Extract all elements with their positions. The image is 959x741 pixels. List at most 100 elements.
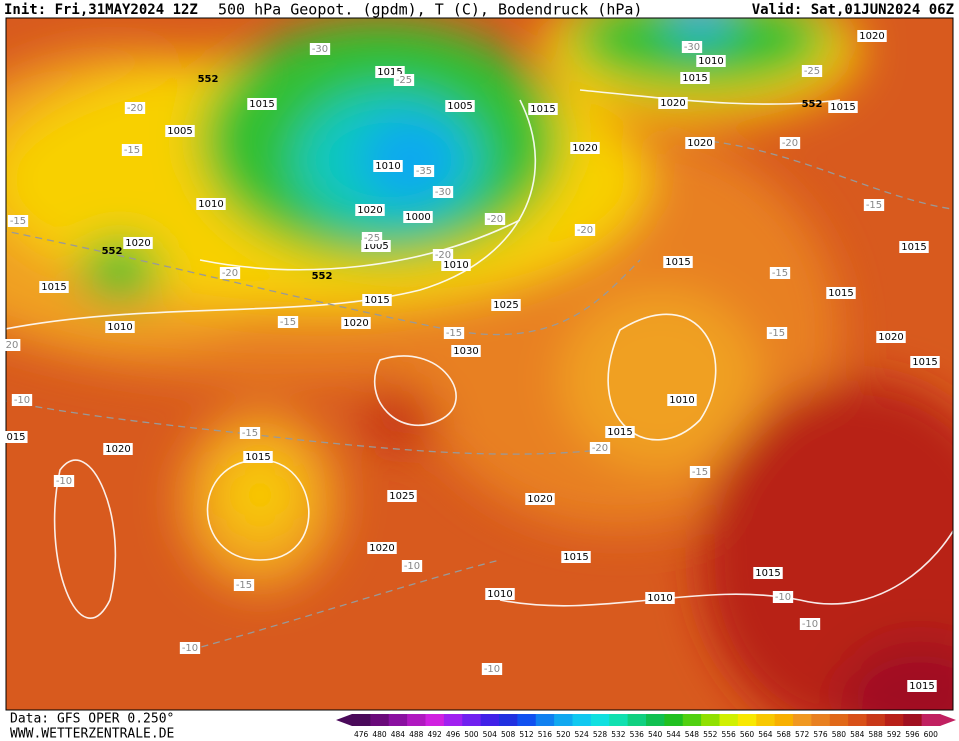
scale-label: 488 (409, 730, 424, 739)
temperature-label: -10 (14, 395, 30, 406)
temperature-label-box (769, 267, 791, 279)
temperature-label-box (574, 224, 596, 236)
isobar-label-box (561, 551, 591, 563)
isobar-label: 1015 (901, 242, 926, 253)
isobar-label: 1020 (125, 238, 150, 249)
isobar-label: 1015 (912, 357, 937, 368)
isobar-label: 1025 (389, 491, 414, 502)
data-source: Data: GFS OPER 0.250° (10, 712, 174, 727)
scale-label: 600 (924, 730, 939, 739)
isobar-label: 1020 (572, 143, 597, 154)
valid-time: Valid: Sat,01JUN2024 06Z (752, 2, 954, 18)
isobar-label-box (165, 125, 195, 137)
isobar-label: 1020 (878, 332, 903, 343)
color-scale: 476 480 484 488 492 496 500 504 508 512 516 520 524 5… (336, 714, 956, 739)
isobar-label-box (680, 72, 710, 84)
temperature-label: -15 (242, 428, 258, 439)
scale-label: 564 (758, 730, 773, 739)
isobar-label: 1020 (343, 318, 368, 329)
map-title: 500 hPa Geopot. (gpdm), T (C), Bodendruc… (218, 1, 642, 19)
isobar-label: 1010 (375, 161, 400, 172)
scale-swatch (829, 714, 849, 726)
scale-label: 576 (813, 730, 828, 739)
isobar-label-box (570, 142, 600, 154)
scale-swatch (352, 714, 371, 726)
scale-swatch (425, 714, 445, 726)
geopotential-label: 552 (198, 74, 219, 85)
scale-arrow-left (336, 714, 352, 726)
temperature-label-box (799, 618, 821, 630)
temperature-label-box (309, 43, 331, 55)
scale-label: 552 (703, 730, 718, 739)
isobar-label-box (387, 490, 417, 502)
isobar-label: 1020 (687, 138, 712, 149)
isobar-label: 1020 (527, 494, 552, 505)
scale-label: 540 (648, 730, 663, 739)
scale-swatch (848, 714, 867, 726)
isobar-label-box (753, 567, 783, 579)
isobar-label-box (373, 160, 403, 172)
scale-swatch (682, 714, 702, 726)
isobar-label-box (525, 493, 555, 505)
isobar-label-box (685, 137, 715, 149)
isobar-label-box (645, 592, 675, 604)
scale-label: 596 (905, 730, 920, 739)
temperature-label: -10 (484, 664, 500, 675)
isobar-label-box (899, 241, 929, 253)
isobar-label-box (826, 287, 856, 299)
scale-label: 584 (850, 730, 865, 739)
temperature-label: -15 (124, 145, 140, 156)
temperature-label-box (432, 186, 454, 198)
isobar-label-box (341, 317, 371, 329)
isobar-label-box (247, 98, 277, 110)
isobar-label-box (491, 299, 521, 311)
scale-label: 500 (464, 730, 479, 739)
isobar-label-box (828, 101, 858, 113)
scale-swatch (480, 714, 500, 726)
isobar-label-box (367, 542, 397, 554)
isobar-label: 1015 (909, 681, 934, 692)
contour-labels: 1015 1015 1005 1005 1015 1010 1020 1000 1005 1010… (3, 30, 940, 692)
scale-label: 580 (832, 730, 847, 739)
isobar-label-box (445, 100, 475, 112)
scale-swatch (627, 714, 647, 726)
temperature-label: -15 (692, 467, 708, 478)
scale-swatch (903, 714, 923, 726)
scale-swatch (646, 714, 665, 726)
temperature-label-box (121, 144, 143, 156)
scale-label: 532 (611, 730, 626, 739)
isobar-label-box (528, 103, 558, 115)
isobar-label-box (103, 443, 133, 455)
scale-label: 484 (391, 730, 406, 739)
scale-swatch (572, 714, 592, 726)
isobar-label: 1020 (357, 205, 382, 216)
isobar-label: 1010 (198, 199, 223, 210)
isobar-label: 1010 (647, 593, 672, 604)
isobar-label: 1010 (487, 589, 512, 600)
isobar-label: 1015 (563, 552, 588, 563)
temperature-label: -20 (577, 225, 593, 236)
temperature-label: -30 (312, 44, 328, 55)
scale-swatch (701, 714, 720, 726)
isobar-label-box (605, 426, 635, 438)
temperature-label-box (681, 41, 703, 53)
temperature-label: -20 (487, 214, 503, 225)
scale-swatch (866, 714, 886, 726)
temperature-label: -35 (416, 166, 432, 177)
temperature-label: -30 (684, 42, 700, 53)
isobar-label: 1005 (167, 126, 192, 137)
isobar-label: 1005 (363, 241, 388, 252)
isobar-label-box (907, 680, 937, 692)
isobar-label: 1015 (665, 257, 690, 268)
isobar-label-box (355, 204, 385, 216)
scale-swatch (370, 714, 390, 726)
isobar-label-box (451, 345, 481, 357)
scale-label: 512 (519, 730, 534, 739)
temperature-label-box (401, 560, 423, 572)
temperature-label: -30 (435, 187, 451, 198)
temperature-label-box (766, 327, 788, 339)
temperature-label-box (779, 137, 801, 149)
isobar-label: 1015 (41, 282, 66, 293)
temperature-label-box (7, 215, 29, 227)
isobar-label-box (39, 281, 69, 293)
